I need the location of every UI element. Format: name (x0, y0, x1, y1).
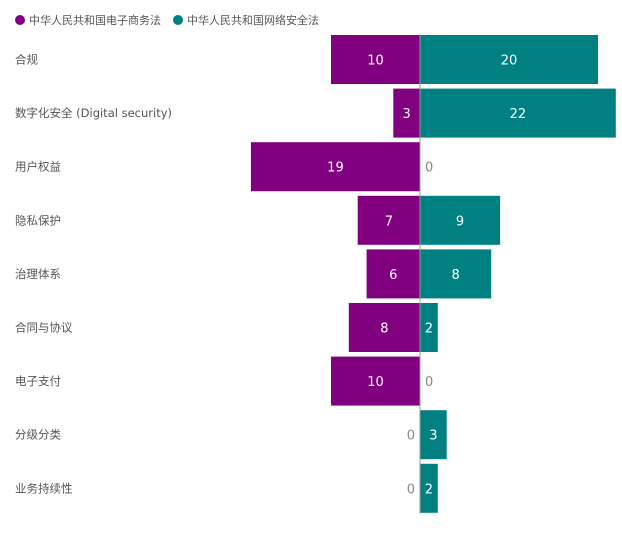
category-label: 电子支付 (15, 374, 61, 388)
category-label: 合同与协议 (15, 321, 73, 335)
bar-series-a (331, 35, 420, 84)
bar-series-a (357, 195, 420, 245)
series-b-bars (420, 35, 616, 513)
data-label-series-a: 10 (367, 375, 384, 390)
category-label: 用户权益 (15, 160, 61, 174)
data-label-series-b: 3 (429, 429, 437, 444)
bar-series-b (420, 195, 501, 245)
category-label: 治理体系 (15, 267, 61, 281)
data-label-series-b: 8 (451, 268, 459, 283)
data-label-series-b: 0 (425, 161, 433, 176)
series-a-bars (250, 35, 420, 406)
data-label-series-a: 10 (367, 54, 384, 69)
category-label: 业务持续性 (15, 481, 73, 495)
bar-series-a (331, 356, 420, 406)
bar-series-a (366, 249, 420, 299)
bar-series-b (420, 249, 492, 299)
data-label-series-a: 7 (385, 214, 393, 229)
data-label-series-a: 8 (380, 322, 388, 337)
data-label-series-a: 0 (407, 482, 415, 497)
legend-label-series-a: 中华人民共和国电子商务法 (29, 13, 161, 27)
data-label-series-b: 20 (501, 54, 518, 69)
category-label: 合规 (15, 53, 38, 67)
bar-series-b (420, 303, 438, 352)
bar-series-a (348, 303, 420, 352)
data-label-series-b: 2 (425, 482, 433, 497)
legend-marker-series-a (15, 15, 25, 25)
category-label: 数字化安全 (Digital security) (15, 106, 172, 120)
data-label-series-b: 2 (425, 322, 433, 337)
bar-series-b (420, 88, 616, 138)
bar-series-b (420, 463, 438, 513)
data-label-series-b: 9 (456, 214, 464, 229)
category-label: 分级分类 (15, 428, 61, 442)
data-label-series-a: 3 (403, 107, 411, 122)
data-label-series-a: 19 (327, 161, 344, 176)
data-label-series-b: 22 (510, 107, 527, 122)
data-label-series-a: 6 (389, 268, 397, 283)
data-label-series-b: 0 (425, 375, 433, 390)
bar-series-a (250, 142, 420, 192)
data-label-series-a: 0 (407, 429, 415, 444)
legend: 中华人民共和国电子商务法 中华人民共和国网络安全法 (15, 13, 319, 27)
bar-series-a (393, 88, 420, 138)
bar-series-b (420, 35, 598, 84)
bar-series-b (420, 410, 447, 460)
legend-label-series-b: 中华人民共和国网络安全法 (187, 13, 319, 27)
legend-marker-series-b (173, 15, 183, 25)
category-label: 隐私保护 (15, 213, 61, 227)
